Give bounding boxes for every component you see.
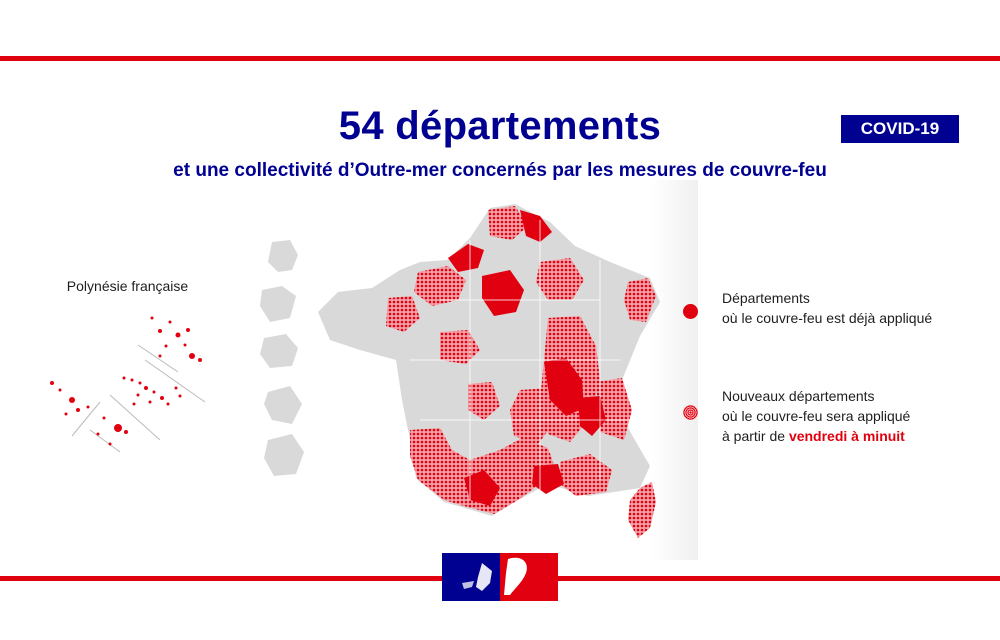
legend-new-line2: où le couvre-feu sera appliqué (722, 408, 911, 424)
polynesia-inset (50, 316, 206, 453)
legend-existing: Départements où le couvre-feu est déjà a… (722, 288, 932, 328)
legend-new-line1: Nouveaux départements (722, 388, 875, 404)
page-title: 54 départements (338, 104, 662, 148)
marianne-blue-panel (442, 553, 500, 601)
legend-existing-line1: Départements (722, 290, 810, 306)
covid-badge: COVID-19 (841, 115, 959, 143)
department-borders (410, 220, 630, 500)
page-subtitle: et une collectivité d’Outre-mer concerné… (173, 160, 827, 181)
corsica (628, 482, 656, 538)
marianne-red-panel (500, 553, 558, 601)
legend-hatched-dot-icon (683, 405, 698, 420)
top-red-rule (0, 56, 1000, 61)
marianne-profile-left-icon (462, 563, 492, 591)
legend-new-line3-emphasis: vendredi à minuit (788, 428, 905, 444)
existing-curfew-regions (448, 210, 606, 506)
marianne-logo-icon (442, 553, 558, 601)
marianne-profile-right-icon (504, 557, 527, 595)
polynesia-label: Polynésie française (66, 278, 189, 294)
legend-new-line3-prefix: à partir de (722, 428, 789, 444)
legend-divider-shadow (650, 180, 698, 560)
legend-solid-dot-icon (683, 304, 698, 319)
overseas-islands (260, 240, 304, 476)
legend-existing-line2: où le couvre-feu est déjà appliqué (722, 310, 933, 326)
legend-new: Nouveaux départements où le couvre-feu s… (722, 386, 910, 446)
legend-new-line3: à partir de vendredi à minuit (722, 426, 910, 446)
